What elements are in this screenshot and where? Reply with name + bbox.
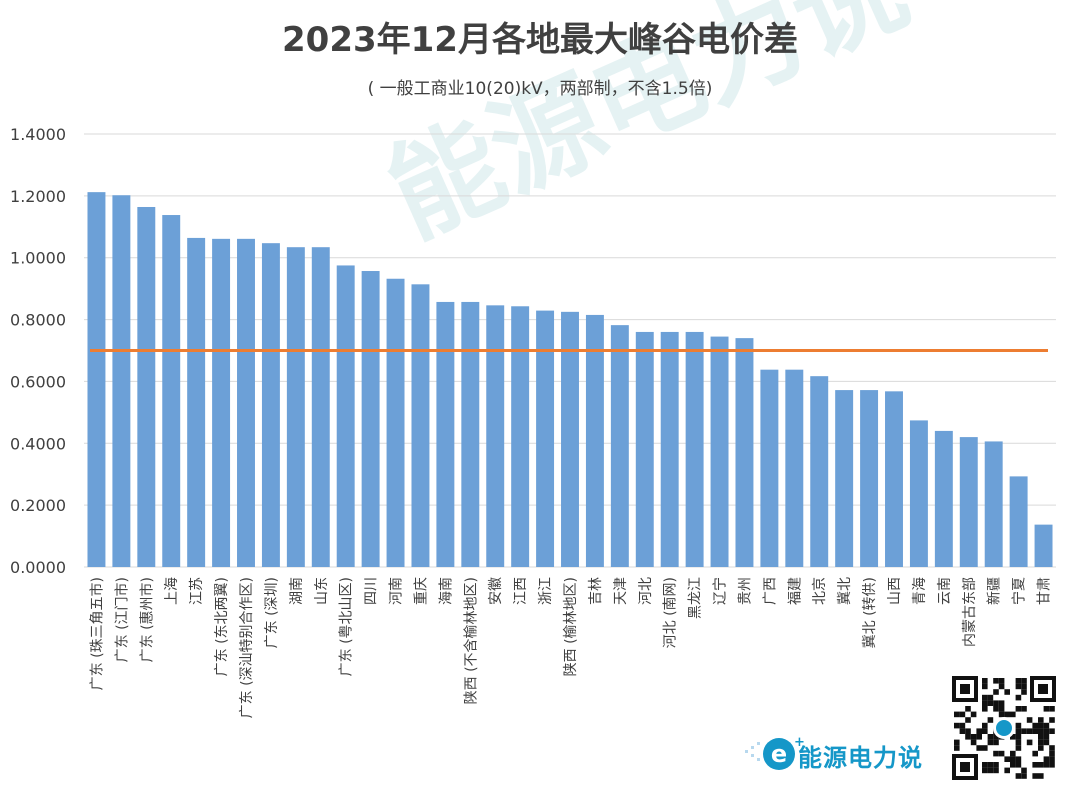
bar xyxy=(1034,524,1053,567)
bar xyxy=(261,243,280,567)
x-tick-label: 福建 xyxy=(787,577,803,605)
x-tick-label: 广东 (深汕特别合作区) xyxy=(239,577,255,718)
x-tick-label: 辽宁 xyxy=(712,577,729,605)
bar xyxy=(959,437,978,567)
x-tick-label: 宁夏 xyxy=(1011,577,1028,605)
x-tick-label: 青海 xyxy=(912,577,928,605)
y-tick-label: 1.0000 xyxy=(10,249,66,268)
bar xyxy=(162,215,181,568)
bar xyxy=(137,206,156,567)
x-tick-label: 上海 xyxy=(164,577,180,605)
x-tick-label: 安徽 xyxy=(488,577,504,605)
bar xyxy=(237,238,255,568)
y-tick-label: 0.6000 xyxy=(10,372,66,391)
bar xyxy=(286,247,305,567)
x-tick-label: 山东 xyxy=(314,577,330,605)
bar xyxy=(336,265,355,567)
x-tick-label: 冀北 xyxy=(837,577,853,605)
x-tick-label: 陕西 (榆林地区) xyxy=(563,577,579,676)
y-tick-label: 1.2000 xyxy=(10,187,66,206)
bar xyxy=(610,325,629,567)
x-tick-label: 广东 (东北两翼) xyxy=(214,577,230,676)
svg-text:e: e xyxy=(771,740,787,768)
x-tick-label: 浙江 xyxy=(538,577,554,605)
bar xyxy=(411,284,430,567)
y-axis-ticks: 0.0000 0.2000 0.4000 0.6000 0.8000 1.0000 1.20… xyxy=(10,125,66,577)
x-tick-label: 广东 (珠三角五市) xyxy=(88,577,105,690)
bar xyxy=(311,247,330,567)
bar xyxy=(984,441,1003,567)
x-tick-label: 广东 (深圳) xyxy=(264,577,280,648)
bar xyxy=(112,195,131,567)
bar xyxy=(486,305,505,567)
x-tick-label: 山西 xyxy=(887,577,903,605)
x-tick-label: 黑龙江 xyxy=(688,577,704,619)
bar xyxy=(511,306,530,567)
x-tick-label: 广东 (江门市) xyxy=(113,577,130,662)
bar xyxy=(585,314,604,567)
bar xyxy=(760,369,779,567)
bar xyxy=(810,376,829,567)
bar xyxy=(386,278,405,567)
x-tick-label: 海南 xyxy=(438,577,454,605)
x-tick-label: 广东 (粤北山区) xyxy=(339,577,355,676)
x-tick-label: 河北 xyxy=(638,577,654,605)
y-tick-label: 0.2000 xyxy=(10,496,66,515)
bars xyxy=(87,192,1053,568)
y-tick-label: 0.0000 xyxy=(10,558,66,577)
e-plus-logo-icon: e + xyxy=(745,736,805,770)
y-tick-label: 1.4000 xyxy=(10,125,66,144)
brand-name: 能源电力说 xyxy=(798,744,923,772)
bar xyxy=(660,331,679,567)
bar xyxy=(187,237,206,568)
y-tick-label: 0.4000 xyxy=(10,434,66,453)
bar xyxy=(685,331,704,567)
x-tick-label: 内蒙古东部 xyxy=(962,577,978,647)
x-tick-label: 河北 (南网) xyxy=(663,577,679,648)
x-tick-label: 甘肃 xyxy=(1037,577,1053,605)
bar xyxy=(885,391,903,567)
x-tick-label: 湖南 xyxy=(289,577,305,605)
bar xyxy=(87,192,106,567)
x-tick-label: 江苏 xyxy=(189,577,205,605)
x-tick-label: 重庆 xyxy=(413,577,429,605)
bar xyxy=(909,420,928,567)
bar xyxy=(436,301,455,567)
bar xyxy=(735,338,754,567)
x-tick-label: 吉林 xyxy=(588,577,604,605)
x-tick-label: 广东 (惠州市) xyxy=(138,577,155,662)
bar xyxy=(212,238,231,568)
bar xyxy=(461,301,480,567)
y-tick-label: 0.8000 xyxy=(10,311,66,330)
bar xyxy=(1009,476,1028,567)
x-axis-labels: 广东 (珠三角五市) 广东 (江门市) 广东 (惠州市) 上海 江苏 广东 (东北两翼) 广… xyxy=(88,577,1052,718)
bar xyxy=(536,310,555,567)
bar xyxy=(361,271,380,567)
x-tick-label: 北京 xyxy=(812,577,828,605)
x-tick-label: 陕西 (不含榆林地区) xyxy=(463,577,479,704)
x-tick-label: 四川 xyxy=(364,577,380,605)
svg-text:+: + xyxy=(794,736,805,750)
x-tick-label: 河南 xyxy=(389,577,405,605)
bar xyxy=(561,311,579,567)
chart-subtitle: ( 一般工商业10(20)kV，两部制，不含1.5倍) xyxy=(367,79,713,99)
x-tick-label: 云南 xyxy=(937,577,953,605)
x-tick-label: 天津 xyxy=(613,577,629,605)
bar xyxy=(635,331,654,567)
qr-code-icon xyxy=(950,674,1058,782)
bar xyxy=(860,390,879,567)
chart-title: 2023年12月各地最大峰谷电价差 xyxy=(282,20,798,60)
bar xyxy=(785,369,804,567)
bar xyxy=(835,390,854,567)
x-tick-label: 江西 xyxy=(513,577,529,605)
x-tick-label: 新疆 xyxy=(987,577,1003,605)
x-tick-label: 冀北 (转供) xyxy=(862,577,878,648)
bar xyxy=(934,430,953,567)
x-tick-label: 贵州 xyxy=(737,577,753,605)
x-tick-label: 广西 xyxy=(762,577,778,605)
bar xyxy=(710,336,729,567)
